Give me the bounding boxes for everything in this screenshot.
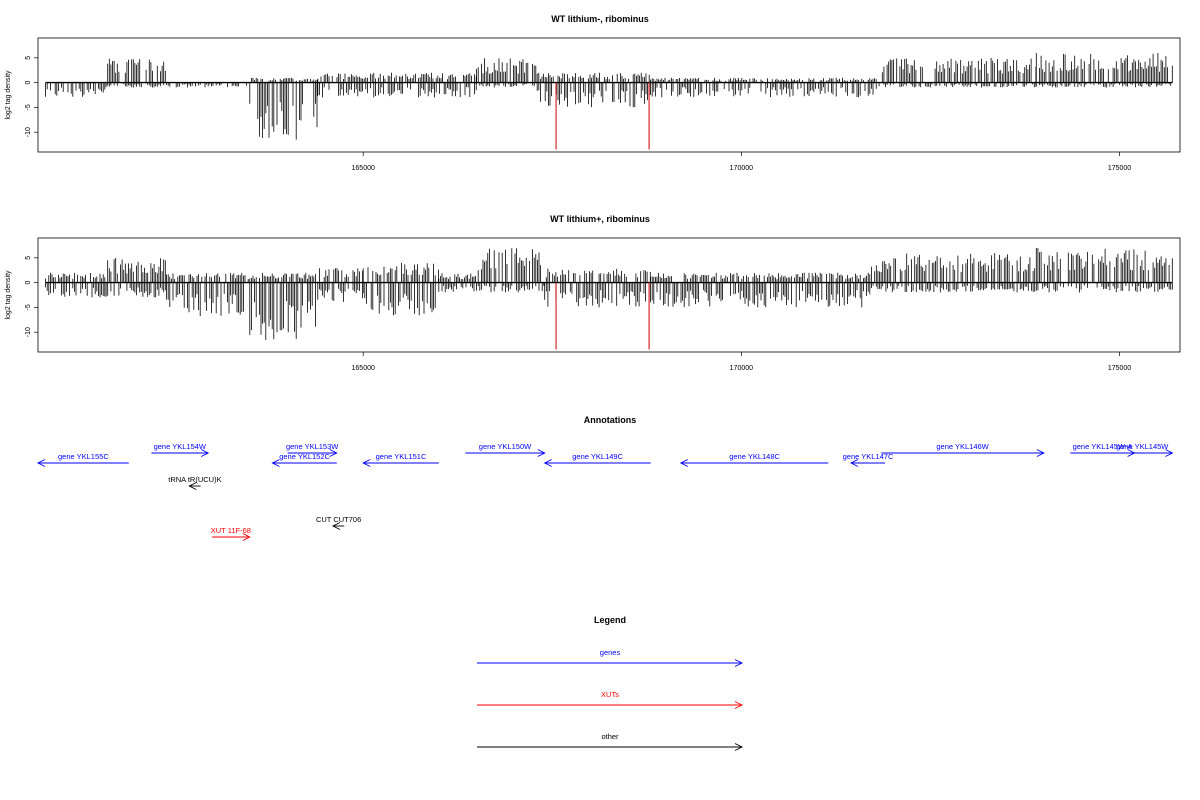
feature-cut-cut706: CUT CUT706 <box>316 515 361 530</box>
y-axis-label: log2 tag density <box>5 270 12 320</box>
arrowhead-icon <box>679 459 689 467</box>
coverage-bars <box>45 53 1173 140</box>
feature-label: gene YKL148C <box>729 452 780 461</box>
coverage-bars <box>45 248 1173 340</box>
y-tick-label: -5 <box>25 104 32 110</box>
coverage-bar-series <box>45 248 1173 340</box>
annotations-title: Annotations <box>584 415 637 425</box>
feature-label: XUT 11F-68 <box>211 526 251 535</box>
legend-panel: Legend genes XUTs other <box>477 615 744 751</box>
feature-gene-ykl146w: gene YKL146W <box>881 442 1045 457</box>
feature-label: gene YKL149C <box>572 452 623 461</box>
arrowhead-icon <box>537 449 546 457</box>
x-tick-label: 170000 <box>730 365 753 372</box>
feature-label: tRNA tR(UCU)K <box>168 475 221 484</box>
legend-label: other <box>601 732 619 741</box>
legend-item-xuts: XUTs <box>477 690 744 709</box>
y-tick-label: -10 <box>25 127 32 137</box>
feature-gene-ykl145w: gene YKL145W <box>1111 442 1174 457</box>
arrowhead-icon <box>188 482 197 490</box>
feature-label: gene YKL151C <box>376 452 427 461</box>
y-tick-label: 0 <box>25 81 32 85</box>
arrowhead-icon <box>543 459 552 467</box>
x-tick-label: 175000 <box>1108 365 1131 372</box>
plot-frame <box>37 37 1181 153</box>
y-axis-label: log2 tag density <box>5 70 12 120</box>
coverage-panel-lithium-minus: WT lithium-, ribominus 5 0 -5 -10 165000 17000… <box>5 14 1181 172</box>
feature-gene-ykl154w: gene YKL154W <box>151 442 210 457</box>
feature-label: gene YKL150W <box>479 442 532 451</box>
x-tick-label: 175000 <box>1108 165 1131 172</box>
legend-label: genes <box>600 648 621 657</box>
arrowhead-icon <box>1036 449 1045 457</box>
coverage-bar-series <box>45 53 1173 140</box>
feature-xut-11f-68: XUT 11F-68 <box>211 526 251 541</box>
feature-label: gene YKL147C <box>843 452 894 461</box>
arrowhead-icon <box>734 743 744 751</box>
arrowhead-icon <box>1165 449 1174 457</box>
arrowhead-icon <box>362 459 371 467</box>
arrowhead-icon <box>331 522 341 530</box>
feature-gene-ykl153w: gene YKL153W <box>286 442 339 457</box>
panel-title: WT lithium-, ribominus <box>551 14 649 24</box>
feature-label: CUT CUT706 <box>316 515 361 524</box>
panel-title: WT lithium+, ribominus <box>550 214 650 224</box>
feature-label: gene YKL146W <box>936 442 989 451</box>
legend-item-genes: genes <box>477 648 744 667</box>
feature-label: gene YKL154W <box>154 442 207 451</box>
feature-label: gene YKL145W-A <box>1073 442 1133 451</box>
arrowhead-icon <box>36 459 46 467</box>
y-tick-label: 5 <box>25 56 32 60</box>
arrowhead-icon <box>850 459 859 467</box>
feature-gene-ykl150w: gene YKL150W <box>465 442 546 457</box>
feature-label: gene YKL145W <box>1116 442 1169 451</box>
arrowhead-icon <box>734 701 744 709</box>
feature-gene-ykl147c: gene YKL147C <box>843 452 894 467</box>
legend-item-other: other <box>477 732 744 751</box>
x-tick-label: 165000 <box>352 165 375 172</box>
plot-frame <box>37 237 1181 353</box>
y-tick-label: -5 <box>25 304 32 310</box>
y-tick-label: 5 <box>25 256 32 260</box>
legend-title: Legend <box>594 615 626 625</box>
feature-gene-ykl155c: gene YKL155C <box>36 452 129 467</box>
feature-label: gene YKL155C <box>58 452 109 461</box>
x-tick-label: 165000 <box>352 365 375 372</box>
feature-trna-tr-ucu-k: tRNA tR(UCU)K <box>168 475 222 490</box>
feature-gene-ykl149c: gene YKL149C <box>543 452 651 467</box>
legend-label: XUTs <box>601 690 619 699</box>
y-tick-label: 0 <box>25 281 32 285</box>
feature-label: gene YKL152C <box>279 452 330 461</box>
feature-gene-ykl148c: gene YKL148C <box>679 452 829 467</box>
feature-gene-ykl152c: gene YKL152C <box>271 452 337 467</box>
arrowhead-icon <box>329 449 338 457</box>
feature-gene-ykl151c: gene YKL151C <box>362 452 439 467</box>
arrowhead-icon <box>271 459 280 467</box>
arrowhead-icon <box>734 659 744 667</box>
annotations-panel: Annotations gene YKL155C gene YKL154W gene … <box>36 415 1174 541</box>
x-tick-label: 170000 <box>730 165 753 172</box>
arrowhead-icon <box>242 533 251 541</box>
y-tick-label: -10 <box>25 327 32 337</box>
arrowhead-icon <box>200 449 210 457</box>
coverage-panel-lithium-plus: WT lithium+, ribominus 5 0 -5 -10 165000 17000… <box>5 214 1181 372</box>
feature-label: gene YKL153W <box>286 442 339 451</box>
